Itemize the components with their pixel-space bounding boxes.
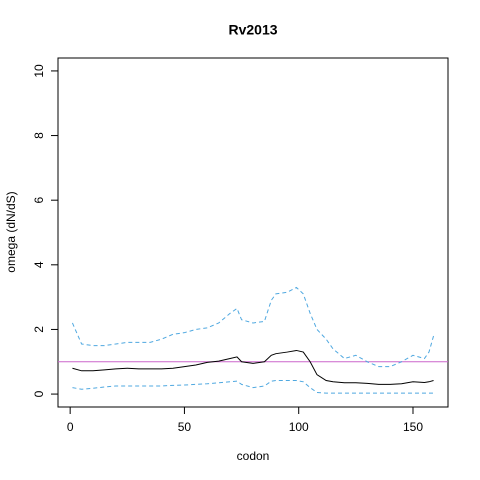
y-tick-label: 10 — [32, 64, 46, 78]
series-line — [71, 286, 435, 368]
chart-title: Rv2013 — [228, 22, 277, 38]
plot-frame — [57, 57, 449, 408]
x-tick-label: 50 — [178, 420, 192, 434]
x-axis-label: codon — [237, 449, 270, 463]
y-tick-label: 0 — [32, 390, 46, 397]
series-line — [72, 380, 434, 394]
y-tick-label: 6 — [32, 197, 46, 204]
y-tick-label: 2 — [32, 326, 46, 333]
y-tick-label: 4 — [32, 261, 46, 268]
x-tick-label: 150 — [403, 420, 423, 434]
y-axis-label: omega (dN/dS) — [4, 191, 18, 272]
x-tick-label: 100 — [289, 420, 309, 434]
y-tick-label: 8 — [32, 132, 46, 139]
series-line — [72, 349, 434, 385]
x-tick-label: 0 — [67, 420, 74, 434]
